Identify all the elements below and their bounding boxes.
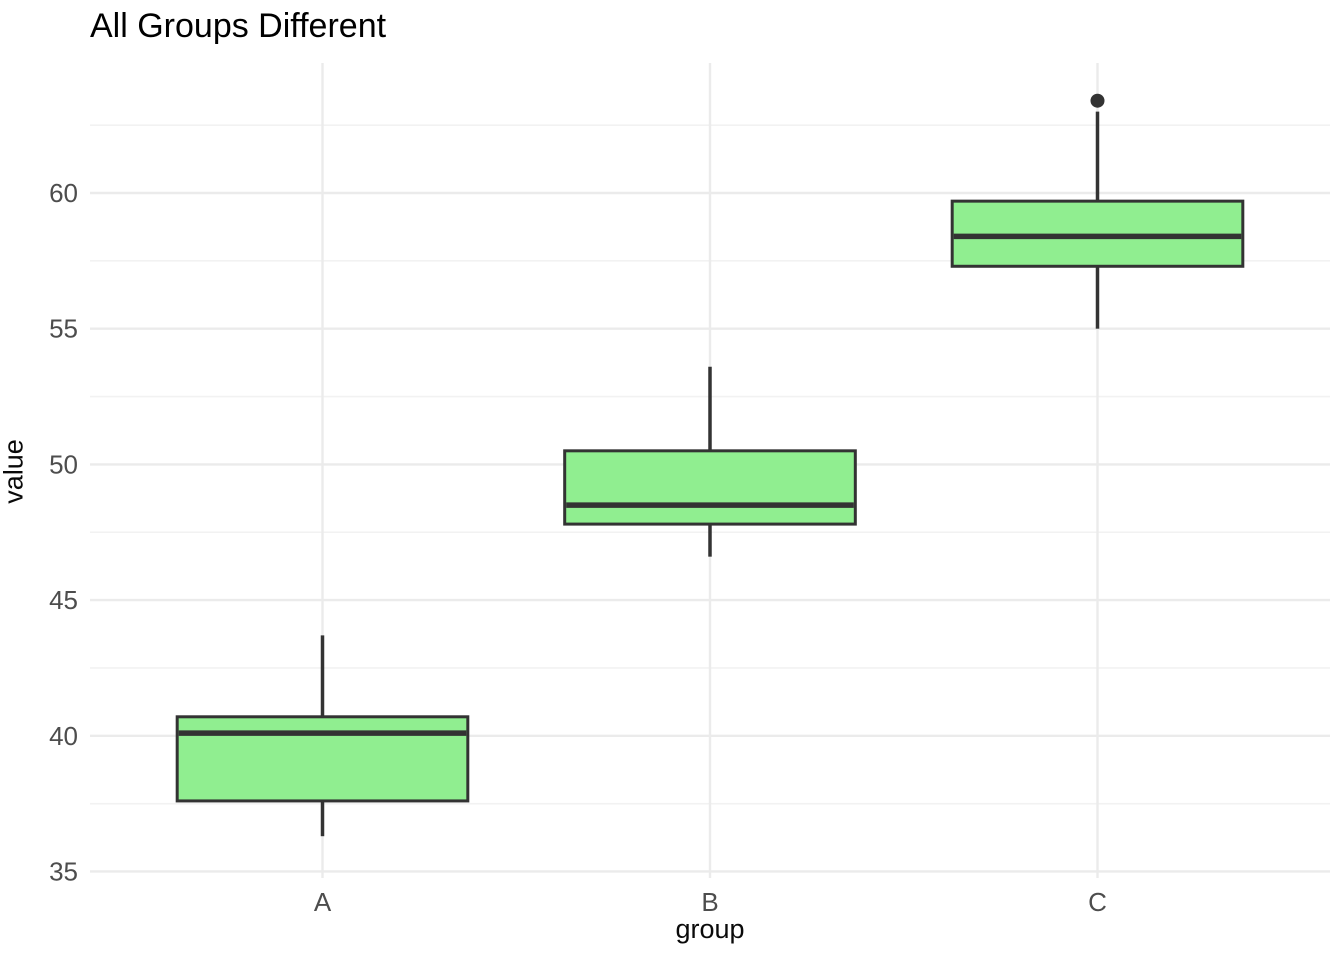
y-tick-label-35: 35: [49, 856, 78, 886]
y-tick-label-55: 55: [49, 314, 78, 344]
y-tick-label-40: 40: [49, 721, 78, 751]
y-tick-label-50: 50: [49, 449, 78, 479]
outlier-point-C: [1090, 93, 1105, 108]
x-tick-label-C: C: [1088, 887, 1107, 917]
y-tick-label-45: 45: [49, 585, 78, 615]
y-axis-title: value: [0, 439, 29, 504]
box-A: [175, 715, 470, 803]
box-B: [563, 449, 857, 526]
x-tick-label-A: A: [314, 887, 332, 917]
chart-title: All Groups Different: [90, 7, 387, 45]
x-axis-title: group: [675, 914, 745, 944]
x-tick-label-B: B: [701, 887, 718, 917]
y-tick-label-60: 60: [49, 178, 78, 208]
